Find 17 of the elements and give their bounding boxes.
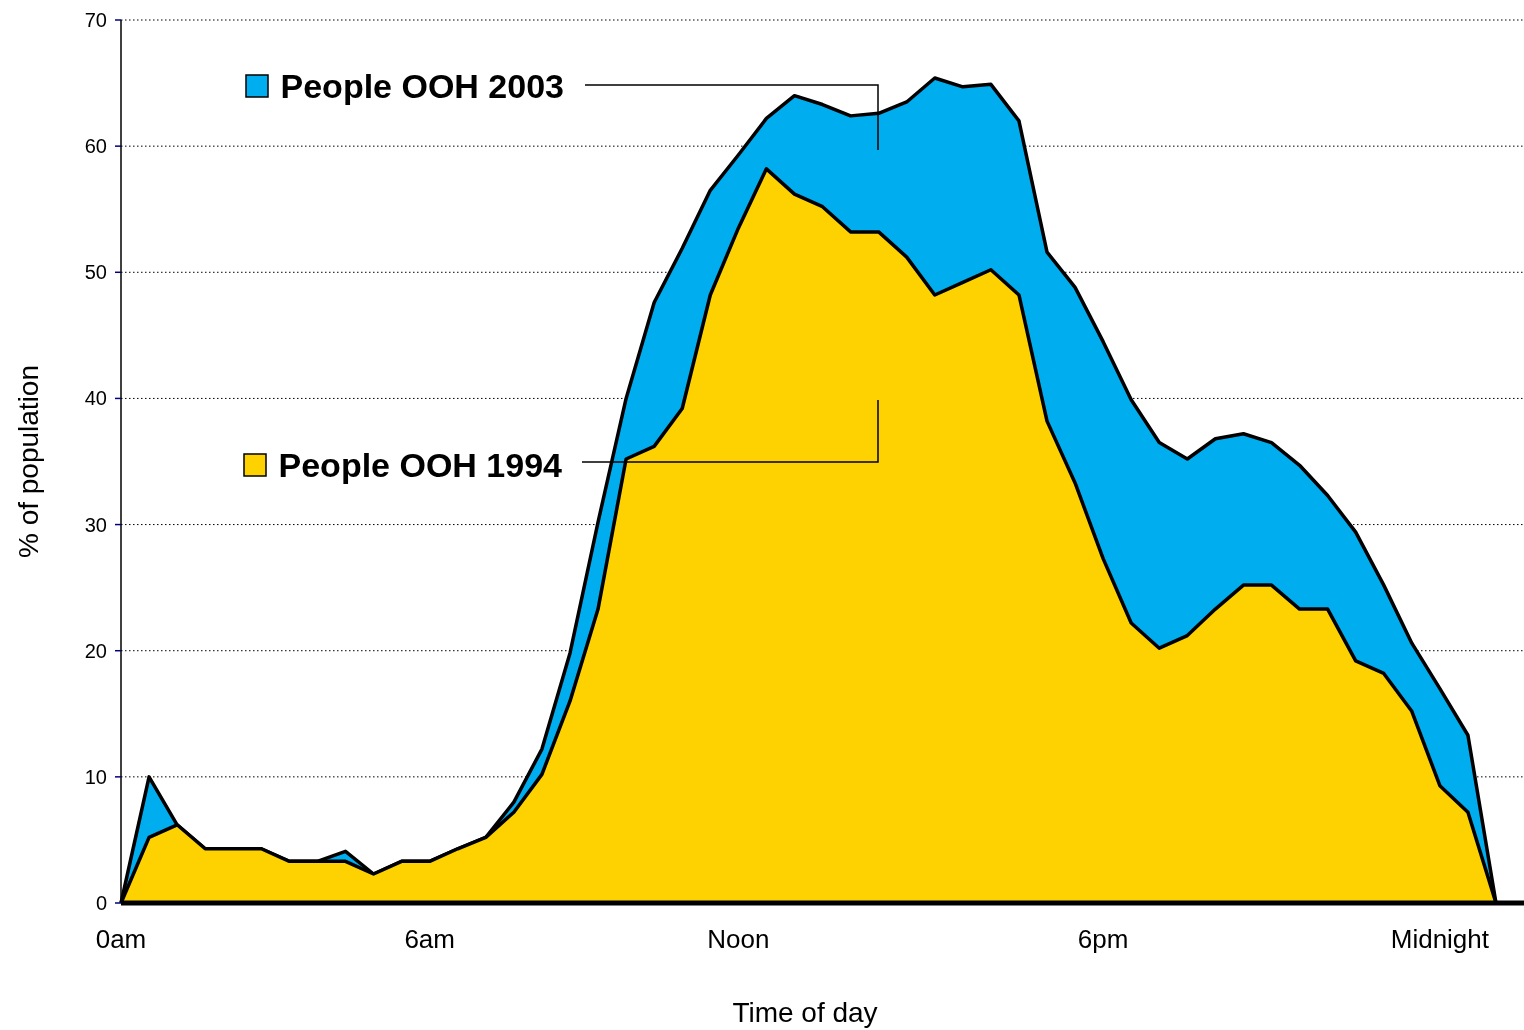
- y-tick-label: 10: [84, 765, 107, 788]
- x-axis-title: Time of day: [732, 997, 878, 1028]
- y-tick-label: 70: [84, 9, 107, 31]
- y-axis-title: % of population: [13, 364, 44, 559]
- x-tick-label: Noon: [707, 924, 770, 954]
- y-tick-label: 20: [84, 639, 107, 662]
- x-tick-label: 6pm: [1077, 924, 1129, 954]
- y-tick-label: 30: [84, 513, 107, 536]
- x-tick-label: 0am: [95, 924, 147, 954]
- x-tick-label: 6am: [404, 924, 455, 954]
- y-tick-label: 0: [95, 892, 107, 914]
- x-tick-label: Midnight: [1390, 924, 1490, 954]
- legend-label: People OOH 2003: [280, 66, 564, 105]
- y-tick-label: 60: [84, 135, 107, 158]
- y-tick-label: 50: [84, 261, 107, 284]
- legend-label: People OOH 1994: [278, 445, 563, 484]
- y-tick-label: 40: [84, 387, 107, 410]
